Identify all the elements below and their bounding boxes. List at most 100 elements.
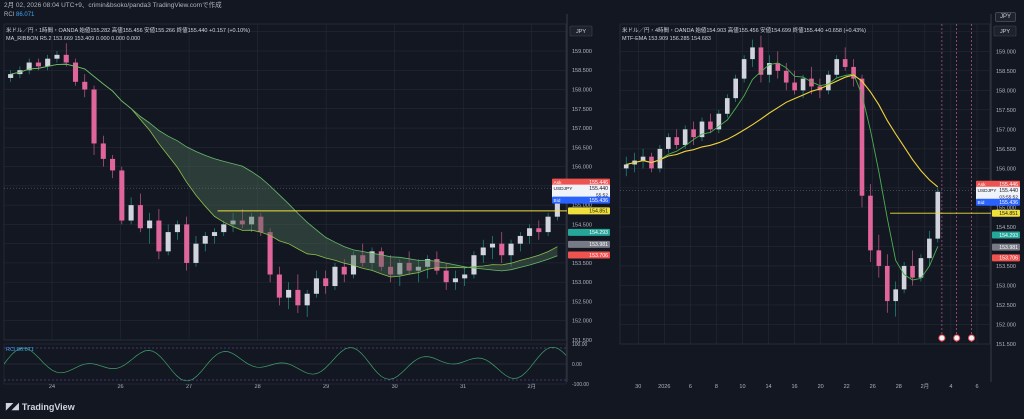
panel-left-y-tick-label: 151.500: [572, 338, 592, 344]
panel-left-ma-ribbon-slow: [10, 63, 558, 272]
panel-right-x-tick-label: 2月: [921, 383, 930, 390]
panel-left-y-tick-label: 158.000: [572, 88, 592, 94]
panel-left-ma-ribbon-fill: [10, 64, 558, 277]
panel-left-candle-body: [267, 232, 273, 275]
panel-left-price-tag-value: 154.293: [589, 230, 608, 236]
panel-left-x-tick-label: 24: [49, 384, 55, 390]
panel-left-candle-body: [100, 143, 106, 159]
panel-right-currency-label: JPY: [1000, 29, 1010, 35]
panel-left-rci-tick: -100.00: [572, 382, 589, 388]
panel-right-indicator-legend: MTF-EMA 153.909 156.285 154.683: [622, 36, 711, 42]
panel-right-x-tick-label: 28: [896, 384, 902, 390]
panel-right-candle-body: [623, 164, 629, 169]
panel-right-x-tick-label: 10: [739, 384, 745, 390]
panel-left-candle-body: [527, 228, 533, 236]
panel-left-candle-body: [119, 170, 125, 221]
panel-left-candle-body: [508, 243, 514, 256]
panel-right-candle-body: [750, 47, 755, 60]
panel-right-price-tag-box: [992, 243, 1020, 251]
panel-left-price-tag-value: 155.436: [589, 198, 608, 204]
panel-left-candle-body: [350, 255, 357, 275]
panel-left-candle-body: [91, 89, 97, 144]
panel-right-ema-short: [626, 62, 939, 281]
panel-right-price-tag-countdown: 03:55:52: [999, 195, 1018, 201]
panel-left-price-tag-value: 155.440: [589, 186, 608, 192]
panel-left-x-tick-label: 28: [255, 384, 261, 390]
panel-left-candle-body: [489, 243, 496, 248]
panel-left-candle-body: [341, 266, 347, 275]
panel-left-candle-body: [332, 266, 338, 287]
panel-left-candle-body: [174, 224, 180, 233]
panel-right-y-tick-label: 152.500: [996, 303, 1016, 309]
panel-right-y-tick-label: 156.500: [996, 147, 1016, 153]
panel-right-x-tick-label: 16: [792, 384, 798, 390]
panel-right-y-tick-label: 154.500: [996, 225, 1016, 231]
panel-left-candle-body: [54, 54, 60, 59]
panel-left-candle-body: [110, 158, 116, 171]
panel-left-price-tag-box: [568, 228, 610, 236]
panel-right-price-tag-value: 154.293: [999, 233, 1018, 239]
panel-left-x-tick-label: 27: [186, 384, 192, 390]
panel-left-candle-body: [249, 216, 255, 225]
panel-left-price-tag-box: [552, 184, 610, 199]
panel-right-candle-body: [666, 137, 671, 149]
panel-right-candle-body: [935, 191, 941, 239]
panel-right-candle-body: [682, 129, 688, 145]
panel-left-indicator-legend: MA_RIBBON R5.2 153.669 153.409 0.000 0.0…: [6, 36, 140, 42]
panel-left-x-tick-label: 29: [323, 384, 329, 390]
panel-left-candle-body: [425, 259, 431, 267]
panel-right-price-tag-box: [976, 180, 1020, 188]
panel-left-candle-body: [397, 262, 403, 275]
panel-right-candle-body: [834, 59, 840, 75]
panel-left-candle-body: [480, 247, 486, 256]
panel-left-x-tick-label: 26: [117, 384, 123, 390]
panel-right-price-tag-box: [976, 198, 1020, 206]
panel-right-price-tag-box: [992, 254, 1020, 262]
panel-left-price-tag-value: 153.981: [589, 242, 608, 248]
panel-left-candle-body: [193, 243, 199, 263]
panel-right-x-tick-label: 30: [635, 384, 641, 390]
panel-left-candle-body: [156, 220, 162, 252]
panel-left-candle-body: [72, 62, 79, 82]
panel-left-candle-body: [147, 220, 153, 229]
panel-left-candle-body: [517, 235, 523, 244]
panel-right-candle-body: [783, 70, 789, 83]
panel-left-y-tick-label: 153.500: [572, 261, 592, 267]
panel-left-y-tick-label: 152.500: [572, 299, 592, 305]
panel-left-price-tag-box: [552, 178, 610, 186]
panel-left-candle-body: [8, 74, 14, 78]
panel-right-y-tick-label: 153.500: [996, 264, 1016, 270]
currency-button[interactable]: JPY: [994, 12, 1016, 22]
panel-right-price-tag-value: 153.981: [999, 245, 1018, 251]
panel-left-y-tick-label: 157.500: [572, 107, 592, 113]
panel-left-candle-body: [415, 266, 421, 271]
panel-right-y-tick-label: 157.000: [996, 127, 1016, 133]
chart-canvas: 159.500159.000158.500158.000157.500157.0…: [3, 14, 1020, 390]
rci-header: RCI 86.071: [4, 12, 34, 18]
panel-right-candle-body: [741, 59, 747, 79]
panel-left-currency-box: [569, 25, 593, 37]
panel-left-rci-tick: 100.00: [572, 342, 588, 348]
panel-left-candle-body: [313, 278, 319, 294]
panel-right-x-tick-label: 4: [949, 384, 952, 390]
rci-header-label: RCI: [4, 12, 15, 18]
panel-right-candle-body: [800, 78, 806, 91]
panel-right-candle-body: [640, 156, 646, 161]
header-date-line: 2月 02, 2026 08:04 UTC+9、crimin&bsoko/pan…: [4, 2, 222, 9]
panel-right-price-tag-box: [976, 186, 1020, 201]
panel-left-x-tick-label: 31: [460, 384, 466, 390]
panel-left-candle-body: [63, 54, 69, 63]
panel-left-candle-body: [258, 216, 264, 233]
panel-right-price-tag-box: [992, 209, 1020, 217]
panel-left-candle-body: [499, 243, 505, 256]
panel-left-candle-body: [230, 220, 236, 225]
panel-right-x-tick-label: 2026: [658, 384, 670, 390]
panel-right-x-tick-label: 22: [844, 384, 850, 390]
panel-right-price-tag-value: 155.446: [999, 182, 1018, 188]
panel-left-rci-tick: 0.00: [572, 362, 582, 368]
panel-right-y-tick-label: 159.000: [996, 49, 1016, 55]
panel-right-x-tick-label: 6: [975, 384, 978, 390]
panel-left-y-tick-label: 153.000: [572, 280, 592, 286]
panel-right-price-tag-label: USDJPY: [978, 188, 998, 194]
panel-right-candle-body: [699, 121, 705, 138]
